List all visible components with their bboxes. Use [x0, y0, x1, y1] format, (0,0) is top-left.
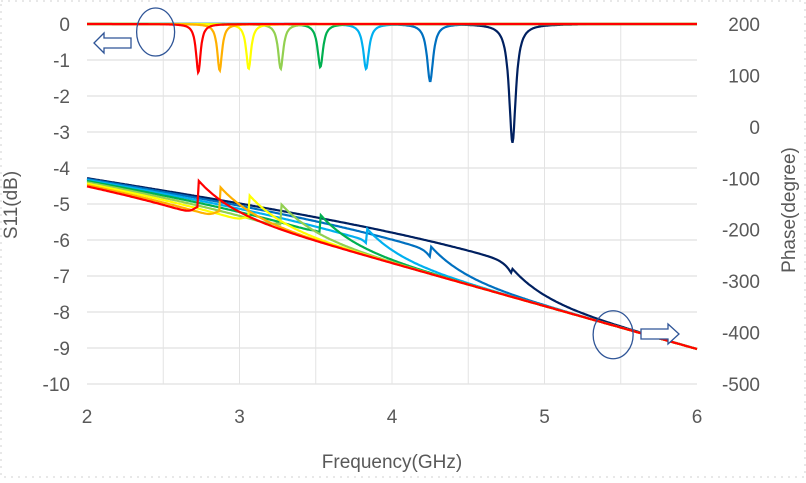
y-right-tick-label: 0: [749, 118, 760, 139]
left-arrow-icon: [93, 31, 132, 55]
annotation-ellipse: [135, 7, 176, 57]
y-left-tick-label: 0: [59, 15, 70, 36]
y-right-tick-label: -300: [722, 272, 760, 293]
x-axis-title: Frequency(GHz): [322, 452, 462, 473]
annotation-ellipse: [592, 310, 634, 360]
x-tick-label: 6: [692, 407, 703, 428]
y-axis-title-left: S11(dB): [1, 171, 22, 239]
y-left-tick-label: -4: [53, 159, 70, 180]
y-right-tick-label: 200: [728, 15, 760, 36]
y-left-tick-label: -5: [53, 195, 70, 216]
y-left-tick-label: -9: [53, 339, 70, 360]
y-left-tick-label: -7: [53, 267, 70, 288]
y-left-tick-label: -6: [53, 231, 70, 252]
phase-series-line: [86, 178, 698, 351]
y-right-tick-label: -200: [722, 221, 760, 242]
y-right-tick-label: 100: [728, 66, 760, 87]
y-left-tick-label: -10: [43, 375, 70, 396]
y-left-tick-label: -3: [53, 123, 70, 144]
phase-series-line: [86, 177, 698, 350]
s11-series-line: [87, 22, 697, 76]
x-tick-label: 5: [539, 407, 550, 428]
y-left-tick-label: -8: [53, 303, 70, 324]
curves: [86, 22, 698, 351]
y-right-tick-label: -400: [722, 324, 760, 345]
x-tick-label: 3: [234, 407, 245, 428]
y-left-tick-label: -2: [53, 87, 70, 108]
y-axis-title-right: Phase(degree): [779, 147, 800, 273]
tick-labels: 2 3 4 5 6 0 -1 -2 -3 -4 -5 -6 -7 -8 -9 -10 200 100 0 -100 -2…: [43, 15, 760, 428]
y-right-tick-label: -100: [722, 169, 760, 190]
y-right-tick-label: -500: [722, 375, 760, 396]
annotations: [93, 7, 680, 360]
right-arrow-icon: [640, 322, 680, 346]
x-tick-label: 2: [82, 407, 93, 428]
x-tick-label: 4: [387, 407, 398, 428]
y-left-tick-label: -1: [53, 51, 70, 72]
